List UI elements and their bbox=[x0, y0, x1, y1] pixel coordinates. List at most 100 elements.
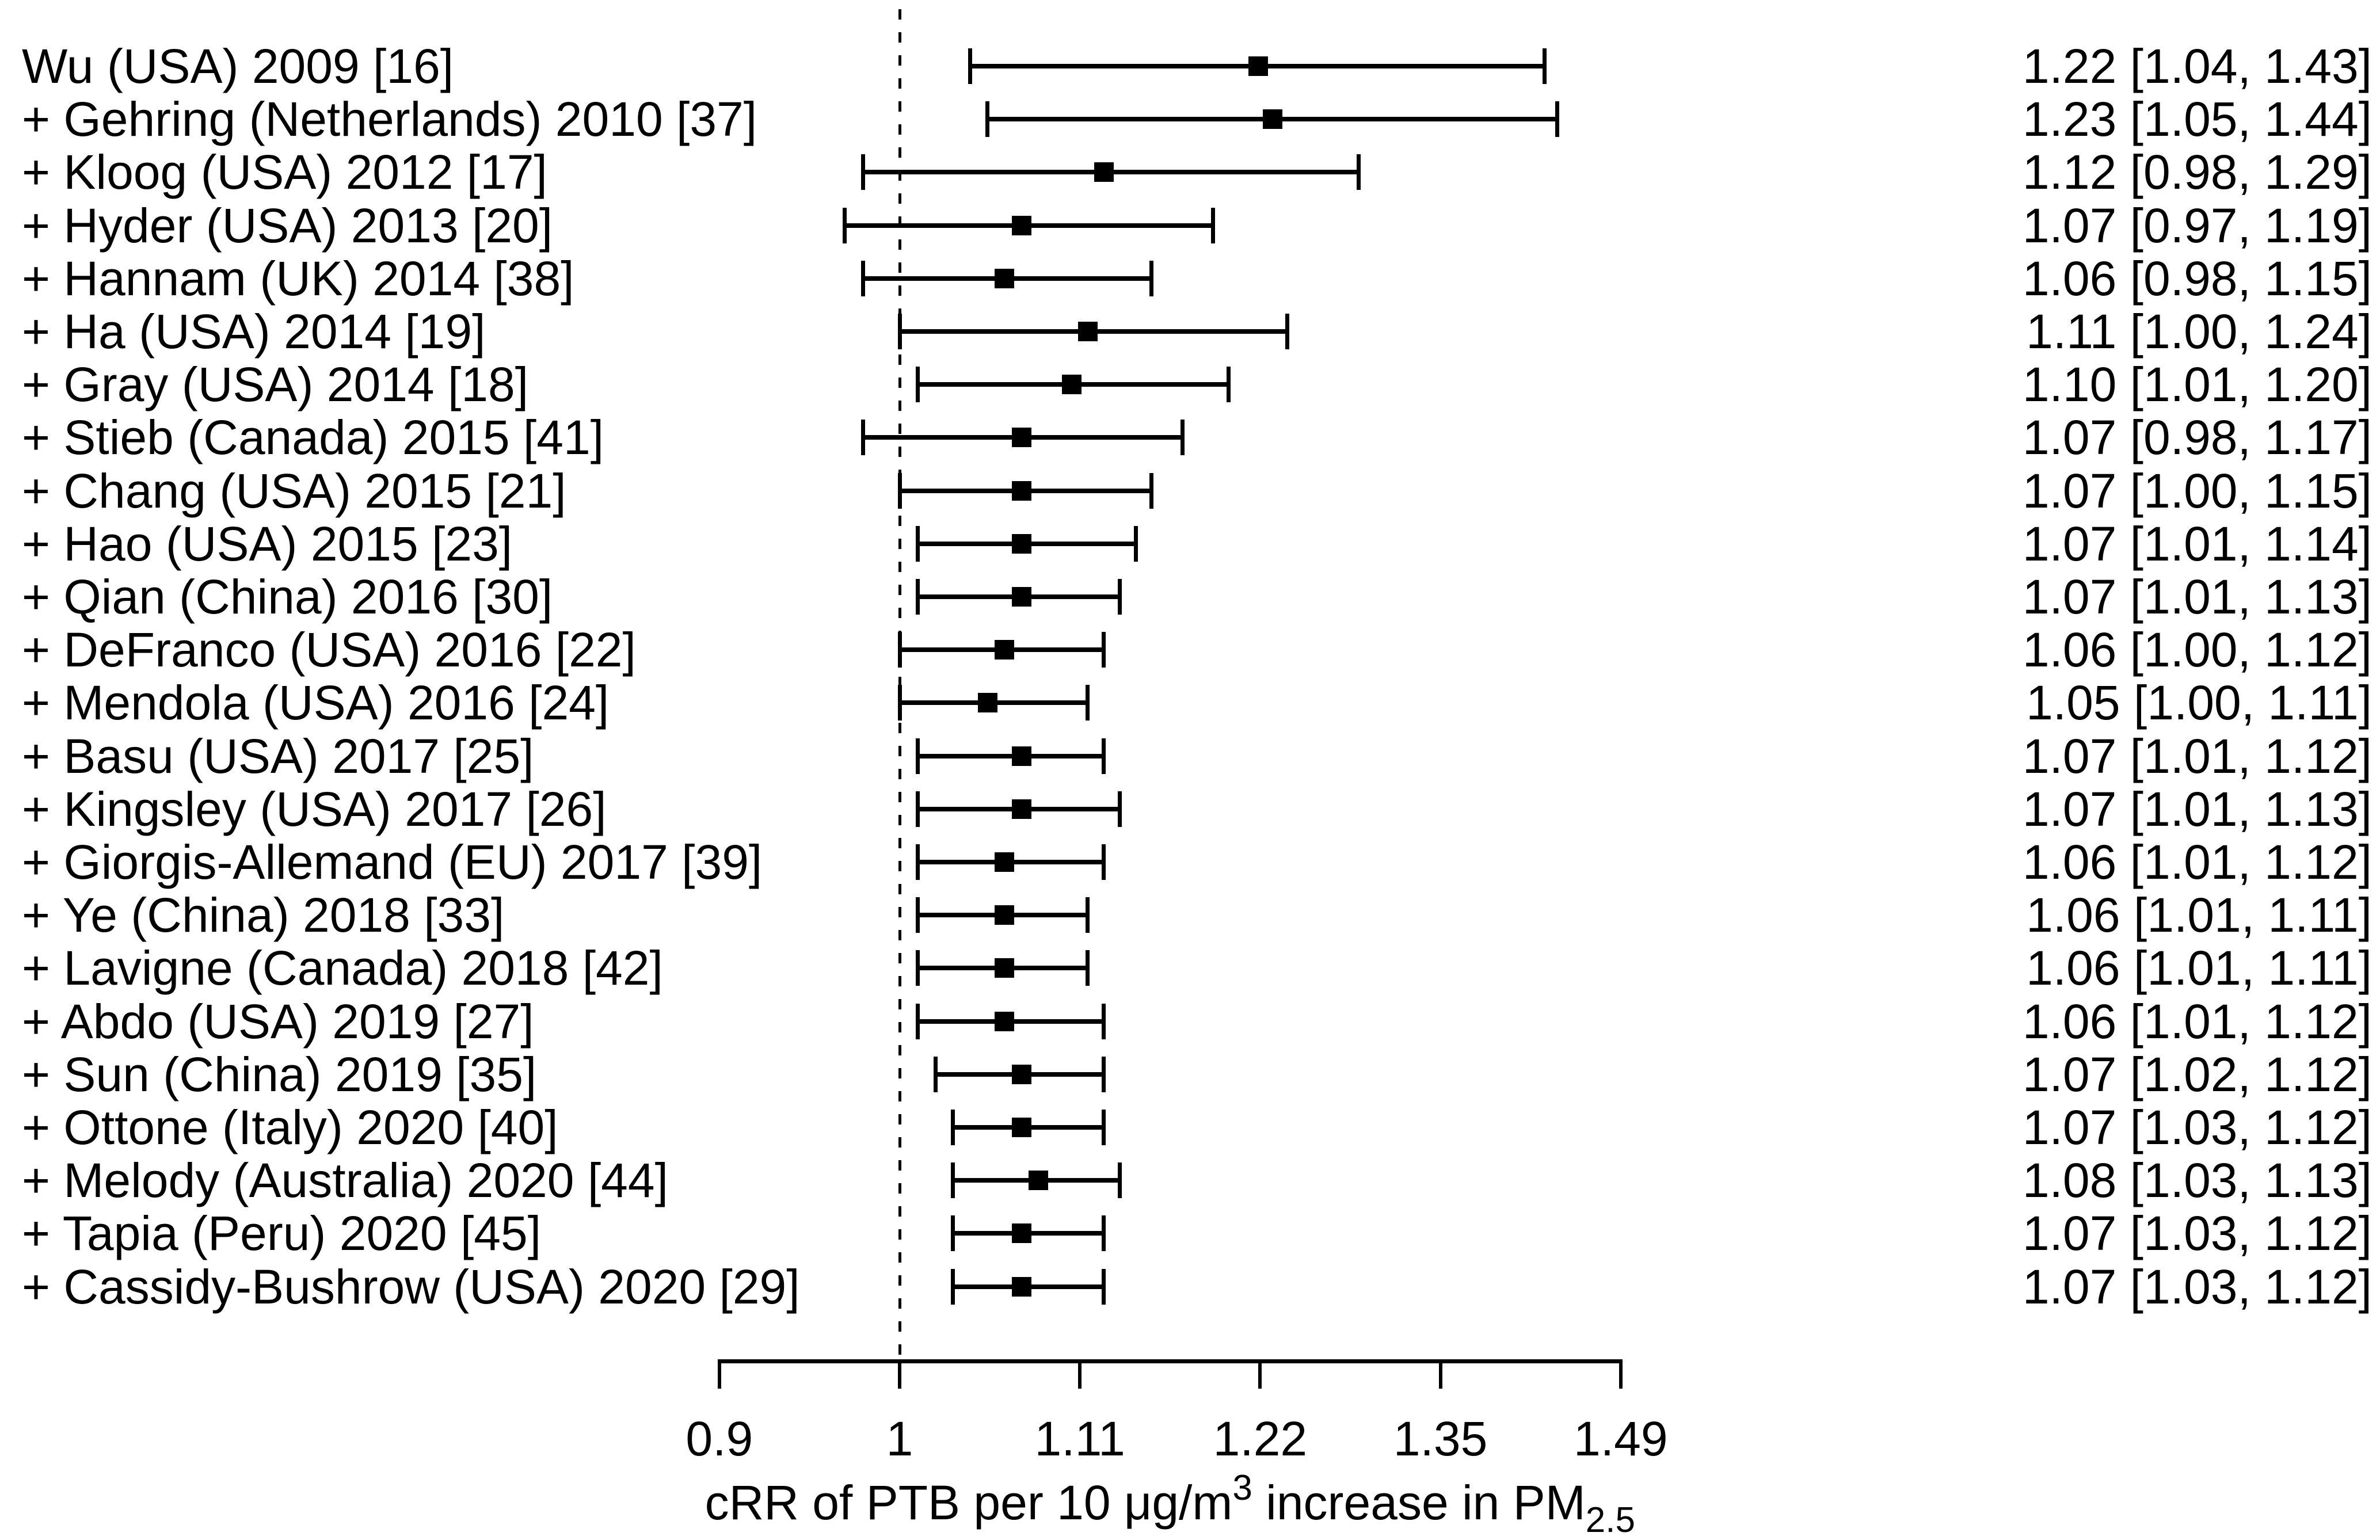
estimate-annotation: 1.07 [1.02, 1.12] bbox=[2022, 1047, 2372, 1101]
x-axis-title-text: cRR of PTB per 10 μg/m bbox=[705, 1476, 1233, 1530]
ci-cap-left bbox=[915, 367, 920, 403]
ci-cap-left bbox=[915, 950, 920, 986]
ci-cap-left bbox=[951, 1162, 955, 1199]
x-axis-title-subscript: 2.5 bbox=[1585, 1500, 1635, 1540]
x-axis-tick bbox=[1438, 1363, 1442, 1389]
point-estimate-square bbox=[1011, 746, 1031, 766]
point-estimate-square bbox=[1011, 533, 1031, 554]
point-estimate-square bbox=[1011, 799, 1031, 819]
ci-cap-left bbox=[933, 1056, 938, 1092]
estimate-annotation: 1.07 [1.03, 1.12] bbox=[2022, 1259, 2372, 1314]
point-estimate-square bbox=[1061, 375, 1082, 395]
ci-cap-left bbox=[915, 579, 920, 615]
point-estimate-square bbox=[1248, 56, 1268, 76]
ci-cap-right bbox=[1102, 1268, 1106, 1305]
point-estimate-square bbox=[995, 852, 1015, 872]
estimate-annotation: 1.05 [1.00, 1.11] bbox=[2026, 676, 2372, 730]
ci-cap-right bbox=[1149, 260, 1154, 296]
ci-cap-left bbox=[897, 472, 902, 509]
ci-cap-left bbox=[951, 1215, 955, 1252]
estimate-annotation: 1.06 [1.01, 1.11] bbox=[2026, 888, 2372, 943]
ci-cap-right bbox=[1102, 1110, 1106, 1145]
ci-cap-right bbox=[1086, 897, 1090, 933]
ci-cap-left bbox=[915, 525, 920, 562]
estimate-annotation: 1.07 [1.01, 1.12] bbox=[2022, 729, 2372, 783]
estimate-annotation: 1.07 [1.03, 1.12] bbox=[2022, 1206, 2372, 1261]
estimate-annotation: 1.12 [0.98, 1.29] bbox=[2022, 145, 2372, 200]
point-estimate-square bbox=[1029, 1171, 1049, 1191]
study-label: + Basu (USA) 2017 [25] bbox=[22, 729, 534, 783]
ci-cap-right bbox=[1102, 1003, 1106, 1039]
x-axis-tick bbox=[898, 1363, 901, 1389]
study-label: + Gehring (Netherlands) 2010 [37] bbox=[22, 92, 757, 147]
ci-cap-right bbox=[1102, 1056, 1106, 1092]
study-label: + Qian (China) 2016 [30] bbox=[22, 570, 553, 624]
ci-cap-left bbox=[861, 420, 866, 456]
reference-line bbox=[898, 9, 901, 1359]
study-label: + Hao (USA) 2015 [23] bbox=[22, 516, 513, 571]
x-axis-title-superscript: 3 bbox=[1232, 1468, 1252, 1508]
ci-cap-left bbox=[861, 154, 866, 190]
study-label: + Stieb (Canada) 2015 [41] bbox=[22, 410, 604, 465]
estimate-annotation: 1.06 [1.01, 1.11] bbox=[2026, 941, 2372, 996]
point-estimate-square bbox=[1263, 109, 1283, 129]
estimate-annotation: 1.22 [1.04, 1.43] bbox=[2022, 39, 2372, 93]
x-axis-tick bbox=[717, 1363, 721, 1389]
estimate-annotation: 1.07 [0.98, 1.17] bbox=[2022, 410, 2372, 465]
point-estimate-square bbox=[1011, 215, 1031, 235]
x-axis-title-text: increase in PM bbox=[1252, 1476, 1586, 1530]
study-label: Wu (USA) 2009 [16] bbox=[22, 39, 454, 93]
point-estimate-square bbox=[1011, 587, 1031, 607]
ci-cap-left bbox=[915, 738, 920, 774]
point-estimate-square bbox=[1011, 1276, 1031, 1297]
ci-cap-left bbox=[985, 101, 990, 138]
estimate-annotation: 1.07 [1.03, 1.12] bbox=[2022, 1100, 2372, 1154]
point-estimate-square bbox=[995, 958, 1015, 978]
point-estimate-square bbox=[977, 693, 997, 713]
estimate-annotation: 1.06 [1.00, 1.12] bbox=[2022, 623, 2372, 677]
estimate-annotation: 1.11 [1.00, 1.24] bbox=[2026, 304, 2372, 359]
ci-cap-right bbox=[1226, 367, 1231, 403]
ci-cap-left bbox=[843, 207, 847, 243]
estimate-annotation: 1.10 [1.01, 1.20] bbox=[2022, 357, 2372, 412]
estimate-annotation: 1.07 [0.97, 1.19] bbox=[2022, 198, 2372, 253]
point-estimate-square bbox=[995, 640, 1015, 660]
x-axis-tick bbox=[1078, 1363, 1082, 1389]
x-axis-tick-label: 1.22 bbox=[1213, 1412, 1308, 1466]
ci-cap-right bbox=[1102, 632, 1106, 668]
ci-cap-right bbox=[1285, 314, 1290, 349]
study-label: + Tapia (Peru) 2020 [45] bbox=[22, 1206, 542, 1261]
estimate-annotation: 1.23 [1.05, 1.44] bbox=[2022, 92, 2372, 147]
x-axis-tick-label: 1 bbox=[886, 1412, 913, 1466]
ci-cap-left bbox=[951, 1110, 955, 1145]
point-estimate-square bbox=[1011, 481, 1031, 501]
ci-cap-right bbox=[1086, 685, 1090, 721]
study-label: + Lavigne (Canada) 2018 [42] bbox=[22, 941, 663, 996]
ci-cap-right bbox=[1102, 738, 1106, 774]
study-label: + Kloog (USA) 2012 [17] bbox=[22, 145, 547, 200]
point-estimate-square bbox=[1011, 1118, 1031, 1137]
ci-cap-left bbox=[915, 791, 920, 827]
study-label: + Chang (USA) 2015 [21] bbox=[22, 463, 566, 518]
estimate-annotation: 1.06 [0.98, 1.15] bbox=[2022, 251, 2372, 306]
x-axis-tick-label: 1.49 bbox=[1574, 1412, 1668, 1466]
study-label: + Cassidy-Bushrow (USA) 2020 [29] bbox=[22, 1259, 800, 1314]
ci-cap-right bbox=[1181, 420, 1185, 456]
ci-cap-left bbox=[951, 1268, 955, 1305]
ci-line bbox=[917, 753, 1104, 758]
ci-cap-right bbox=[1118, 579, 1122, 615]
point-estimate-square bbox=[1011, 1223, 1031, 1244]
x-axis-title: cRR of PTB per 10 μg/m3 increase in PM2.… bbox=[705, 1468, 1635, 1540]
ci-cap-right bbox=[1102, 844, 1106, 880]
point-estimate-square bbox=[995, 1011, 1015, 1031]
study-label: + Kingsley (USA) 2017 [26] bbox=[22, 782, 607, 836]
point-estimate-square bbox=[995, 268, 1015, 288]
study-label: + Giorgis-Allemand (EU) 2017 [39] bbox=[22, 835, 763, 889]
ci-cap-left bbox=[897, 685, 902, 721]
ci-cap-right bbox=[1211, 207, 1216, 243]
estimate-annotation: 1.08 [1.03, 1.13] bbox=[2022, 1153, 2372, 1208]
ci-cap-right bbox=[1357, 154, 1361, 190]
study-label: + Melody (Australia) 2020 [44] bbox=[22, 1153, 668, 1208]
estimate-annotation: 1.07 [1.01, 1.14] bbox=[2022, 516, 2372, 571]
